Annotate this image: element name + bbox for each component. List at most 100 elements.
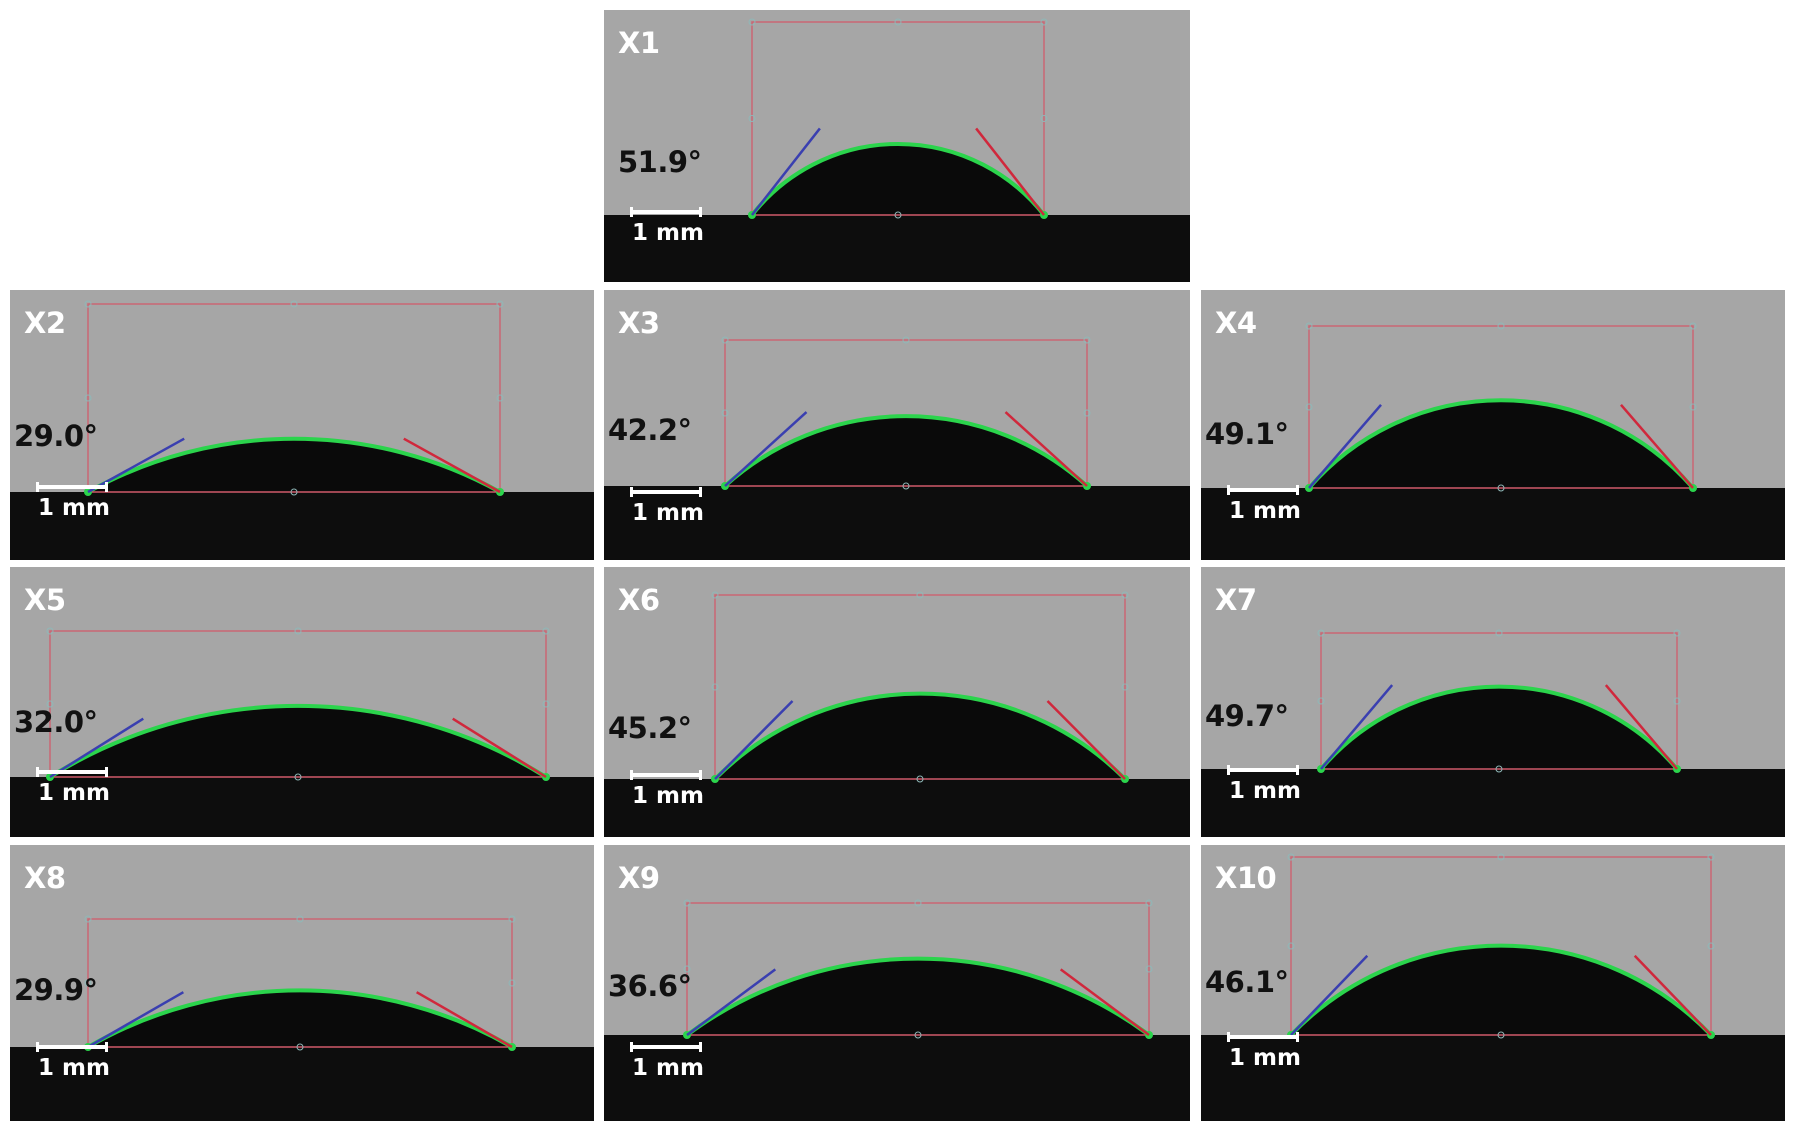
- handle-marker: [1497, 853, 1505, 861]
- handle-marker: [1145, 899, 1153, 907]
- scale-bar-label: 1 mm: [632, 220, 704, 246]
- droplet-panel-x6: X6 45.2° 1 mm: [604, 567, 1190, 837]
- handle-marker: [1317, 697, 1325, 705]
- contact-angle-label: 42.2°: [608, 413, 692, 447]
- droplet-panel-x9: X9 36.6° 1 mm: [604, 845, 1190, 1121]
- droplet-image: [10, 915, 594, 1121]
- right-tangent: [1046, 700, 1126, 780]
- scale-bar-label: 1 mm: [1229, 778, 1301, 804]
- handle-marker: [721, 336, 729, 344]
- bounding-box: [751, 21, 1045, 215]
- handle-marker: [902, 336, 910, 344]
- handle-marker: [84, 300, 92, 308]
- left-tangent: [1308, 404, 1382, 489]
- scale-bar-label: 1 mm: [38, 495, 110, 521]
- handle-marker: [1495, 765, 1503, 773]
- sample-label: X4: [1215, 306, 1257, 340]
- contact-angle-label: 46.1°: [1205, 965, 1289, 999]
- left-tangent: [49, 717, 144, 779]
- handle-marker: [84, 979, 92, 987]
- left-tangent: [1320, 684, 1394, 770]
- substrate: [1201, 1035, 1785, 1121]
- handle-marker: [894, 211, 902, 219]
- scale-bar-label: 1 mm: [1229, 1045, 1301, 1071]
- droplet: [725, 416, 1087, 486]
- handle-marker: [46, 700, 54, 708]
- droplet: [1291, 945, 1711, 1035]
- handle-marker: [296, 915, 304, 923]
- substrate: [10, 777, 594, 837]
- scale-bar: [630, 207, 702, 217]
- contact-angle-label: 29.9°: [14, 973, 98, 1007]
- droplet-panel-x1: X1 51.9° 1 mm: [604, 10, 1190, 282]
- droplet-panel-x4: X4 49.1° 1 mm: [1201, 290, 1785, 560]
- bounding-box: [1290, 856, 1712, 1035]
- fit-curve: [1307, 398, 1695, 490]
- bounding-box: [724, 339, 1088, 486]
- bounding-box: [49, 630, 547, 777]
- handle-marker: [84, 394, 92, 402]
- droplet-image: [10, 627, 594, 837]
- handle-marker: [290, 300, 298, 308]
- substrate: [10, 1047, 594, 1121]
- handle-marker: [916, 591, 924, 599]
- contact-angle-label: 49.1°: [1205, 417, 1289, 451]
- handle-marker: [290, 488, 298, 496]
- bounding-box: [87, 918, 513, 1047]
- right-tangent: [1633, 954, 1712, 1036]
- scale-bar-label: 1 mm: [632, 500, 704, 526]
- handle-marker: [914, 1031, 922, 1039]
- bounding-box: [87, 303, 501, 492]
- handle-marker: [294, 627, 302, 635]
- handle-marker: [46, 627, 54, 635]
- contact-angle-label: 45.2°: [608, 711, 692, 745]
- scale-bar-label: 1 mm: [1229, 498, 1301, 524]
- droplet-image: [10, 300, 594, 560]
- sample-label: X2: [24, 306, 66, 340]
- handle-marker: [1083, 336, 1091, 344]
- handle-marker: [496, 300, 504, 308]
- left-tangent: [87, 991, 184, 1049]
- sample-label: X1: [618, 26, 660, 60]
- handle-marker: [1305, 322, 1313, 330]
- fit-curve: [723, 414, 1089, 488]
- left-tangent: [686, 968, 777, 1037]
- fit-curve: [685, 956, 1151, 1037]
- scale-bar: [36, 482, 108, 492]
- droplet: [752, 143, 1044, 215]
- sample-label: X8: [24, 861, 66, 895]
- substrate: [604, 779, 1190, 837]
- left-tangent: [714, 700, 794, 780]
- droplet-image: [604, 336, 1190, 560]
- droplet-panel-x10: X10 46.1° 1 mm: [1201, 845, 1785, 1121]
- contact-angle-label: 49.7°: [1205, 699, 1289, 733]
- scale-bar-label: 1 mm: [632, 783, 704, 809]
- handle-marker: [508, 979, 516, 987]
- droplet: [50, 705, 546, 777]
- handle-marker: [1497, 322, 1505, 330]
- droplet-image: [604, 18, 1190, 282]
- scale-bar: [630, 487, 702, 497]
- droplet-panel-x8: X8 29.9° 1 mm: [10, 845, 594, 1121]
- handle-marker: [748, 18, 756, 26]
- right-tangent: [1059, 968, 1150, 1037]
- fit-curve: [48, 703, 548, 779]
- substrate: [1201, 488, 1785, 560]
- handle-marker: [508, 915, 516, 923]
- handle-marker: [1497, 484, 1505, 492]
- handle-marker: [1689, 403, 1697, 411]
- left-tangent: [1290, 954, 1369, 1036]
- handle-marker: [1689, 322, 1697, 330]
- handle-marker: [711, 683, 719, 691]
- handle-marker: [1121, 591, 1129, 599]
- droplet-image: [604, 899, 1190, 1121]
- fit-curve: [1289, 943, 1713, 1037]
- left-tangent: [751, 127, 821, 216]
- right-tangent: [403, 437, 501, 494]
- bounding-box: [714, 594, 1126, 779]
- bounding-box: [686, 902, 1150, 1035]
- handle-marker: [294, 773, 302, 781]
- handle-marker: [1495, 629, 1503, 637]
- right-tangent: [1604, 684, 1678, 770]
- right-tangent: [416, 991, 513, 1049]
